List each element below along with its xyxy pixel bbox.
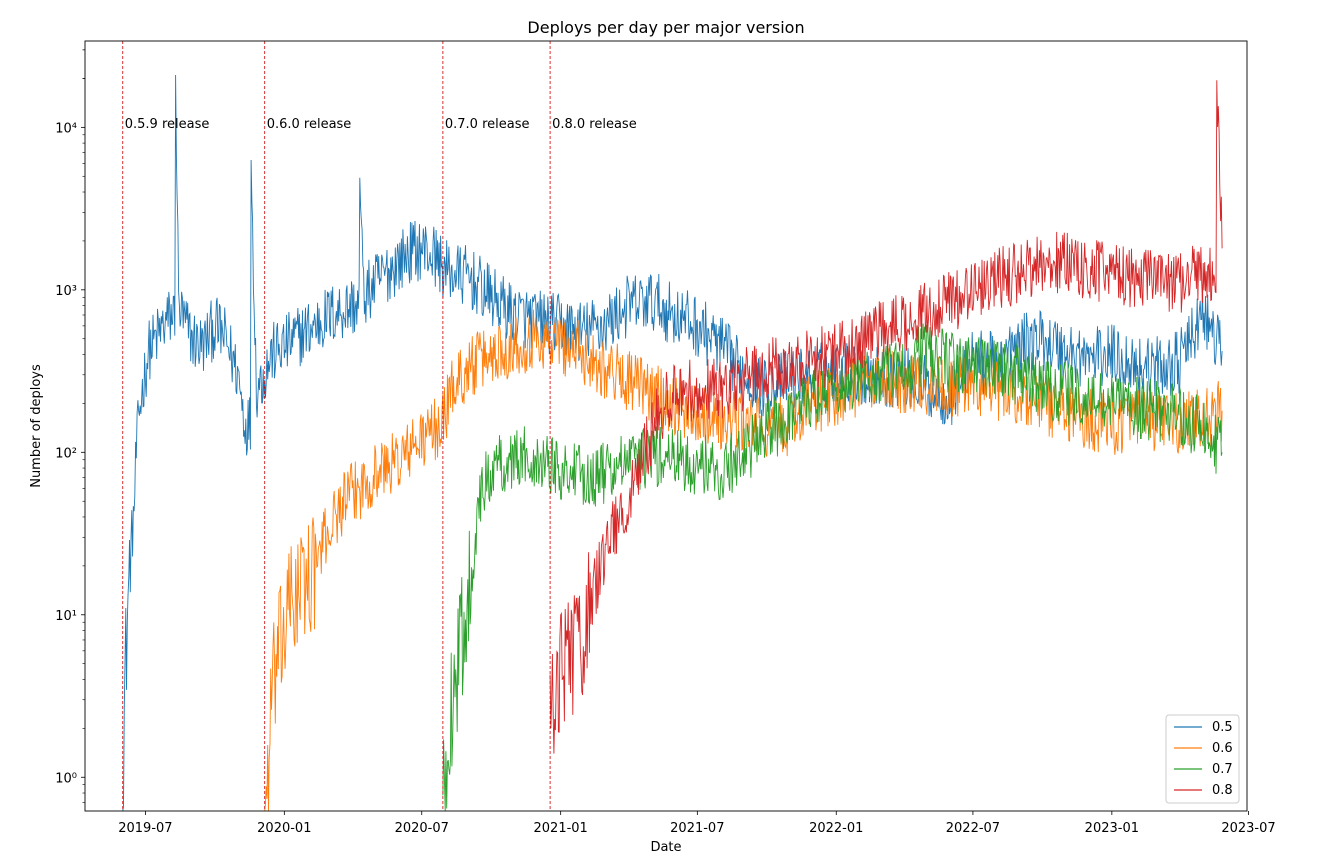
x-tick-label: 2023-07 [1221, 821, 1275, 836]
x-tick-label: 2020-01 [257, 821, 311, 836]
x-tick-label: 2020-07 [395, 821, 449, 836]
legend-label-0.6: 0.6 [1212, 741, 1233, 756]
legend-label-0.5: 0.5 [1212, 720, 1233, 735]
x-tick-label: 2021-07 [670, 821, 724, 836]
x-axis-label: Date [650, 840, 681, 855]
chart-title: Deploys per day per major version [527, 18, 804, 37]
x-tick-label: 2022-07 [946, 821, 1000, 836]
plot-area: 10⁰ 10¹ 10² 10³ 10⁴ 2019-07 2020-01 2020-07 2021… [55, 40, 1276, 836]
legend-label-0.8: 0.8 [1212, 783, 1233, 798]
y-tick-label: 10³ [55, 284, 77, 299]
x-tick-label: 2023-01 [1085, 821, 1139, 836]
release-label: 0.5.9 release [125, 117, 210, 132]
legend-box [1165, 714, 1240, 804]
x-tick-label: 2019-07 [118, 821, 172, 836]
y-axis-label: Number of deploys [29, 364, 44, 488]
series-line-0.8 [549, 80, 1223, 754]
series-group [122, 74, 1223, 811]
legend-label-0.7: 0.7 [1212, 762, 1233, 777]
plot-frame [84, 40, 1248, 812]
x-tick-label: 2021-01 [534, 821, 588, 836]
release-label: 0.6.0 release [267, 117, 352, 132]
y-tick-label: 10⁴ [55, 121, 77, 136]
release-label: 0.7.0 release [445, 117, 530, 132]
x-tick-label: 2022-01 [809, 821, 863, 836]
y-tick-label: 10⁰ [55, 771, 77, 786]
y-tick-label: 10² [55, 446, 77, 461]
y-tick-label: 10¹ [55, 609, 77, 624]
release-label: 0.8.0 release [552, 117, 637, 132]
series-line-0.5 [122, 74, 1223, 811]
